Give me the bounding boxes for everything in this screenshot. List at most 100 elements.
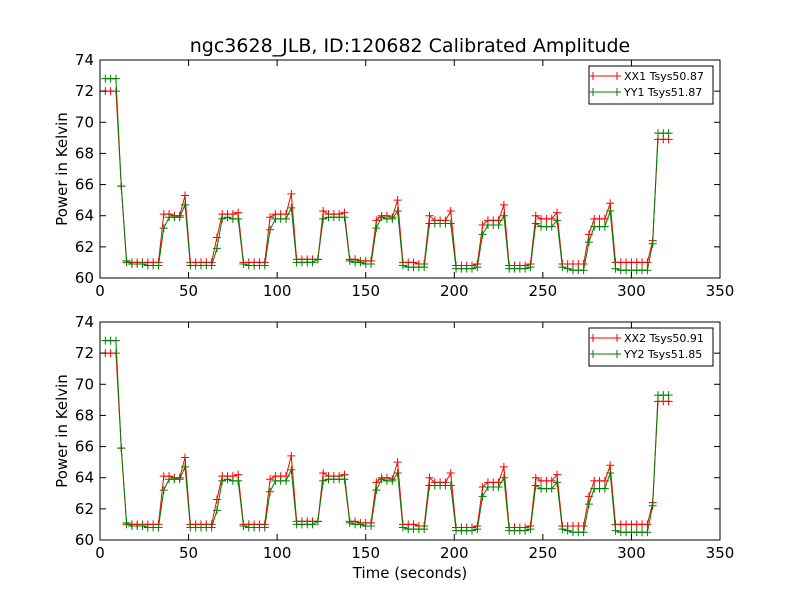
x-axis-label: Time (seconds) [352,564,468,582]
data-point [372,216,381,225]
data-point [239,521,248,530]
data-point [260,523,269,532]
data-point [239,259,248,268]
x-tick-label: 100 [263,544,292,562]
data-point [606,207,615,216]
data-point [345,256,354,265]
data-point [356,258,365,267]
data-point [282,214,290,223]
data-point [138,259,147,268]
data-point [234,214,243,223]
data-point [547,222,556,231]
x-tick-label: 150 [351,282,380,300]
legend-marker [589,88,597,96]
data-point [584,238,593,247]
data-point [547,484,556,493]
data-point [420,525,429,534]
data-point [531,473,540,482]
subplot-top: 0 50 100 150 200 250 300 350 60 62 64 66 68 70 72 74 Pow… [53,51,734,300]
data-point [468,526,476,535]
x-tick-label: 300 [617,544,646,562]
data-point [308,520,317,529]
data-point [345,518,354,527]
x-tick-label: 0 [95,544,105,562]
data-point [643,520,652,529]
data-point [175,213,184,222]
plot-frame [99,59,721,279]
data-point [234,476,243,485]
legend-marker [613,350,621,358]
legend-frame [588,65,714,105]
x-tick-label: 0 [95,282,105,300]
data-point [606,199,615,208]
legend-label: XX1 Tsys50.87 [624,70,704,83]
data-point [181,191,190,200]
data-point [159,224,168,233]
data-point [494,221,503,230]
data-point [494,483,503,492]
data-point [287,465,296,474]
data-point [553,470,562,479]
data-point [117,182,126,191]
data-point [611,526,620,535]
data-point [308,258,317,267]
x-tick-label: 250 [529,282,558,300]
data-point [584,500,593,509]
data-point [473,263,482,272]
data-point [388,214,397,223]
data-point [579,528,588,537]
data-point [393,458,402,467]
data-point [154,261,163,270]
data-point [547,476,556,485]
x-tick-label: 350 [706,544,735,562]
y-tick-label: 64 [75,207,94,225]
x-tick-label: 250 [529,544,558,562]
legend-marker [589,334,597,342]
data-point [138,521,147,530]
data-point [175,475,184,484]
data-point [207,261,216,270]
data-point [606,469,615,478]
data-point [478,492,487,501]
data-point [446,207,455,216]
data-point [223,213,232,222]
y-tick-label: 62 [75,238,94,256]
x-tick-label: 100 [263,282,292,300]
data-point [521,264,530,273]
plot-frame [99,321,721,541]
y-tick-label: 72 [75,344,94,362]
y-axis-label: Power in Kelvin [53,112,71,226]
y-tick-label: 74 [75,51,94,69]
data-point [340,475,349,484]
data-point [319,476,328,485]
data-point [266,213,275,222]
legend-marker [613,72,621,80]
data-point [499,462,508,471]
data-point [212,506,221,515]
y-tick-label: 68 [75,406,94,424]
data-point [425,473,434,482]
data-point [111,74,120,83]
legend-marker [589,72,597,80]
data-point [531,211,540,220]
y-tick-label: 74 [75,313,94,331]
data-point [499,211,508,220]
y-tick-label: 60 [75,269,94,287]
data-point [468,264,476,273]
legend: XX1 Tsys50.87 YY1 Tsys51.87 [588,65,714,105]
data-point [122,518,131,527]
data-point [388,476,397,485]
data-point [266,487,275,496]
legend-frame [588,327,714,367]
data-point [393,207,402,216]
y-axis-label: Power in Kelvin [53,374,71,488]
data-point [111,336,120,345]
data-point [521,526,530,535]
legend-marker [613,334,621,342]
data-point [287,451,296,460]
x-tick-label: 300 [617,282,646,300]
data-point [181,462,190,471]
data-point [563,526,572,535]
y-tick-label: 62 [75,500,94,518]
